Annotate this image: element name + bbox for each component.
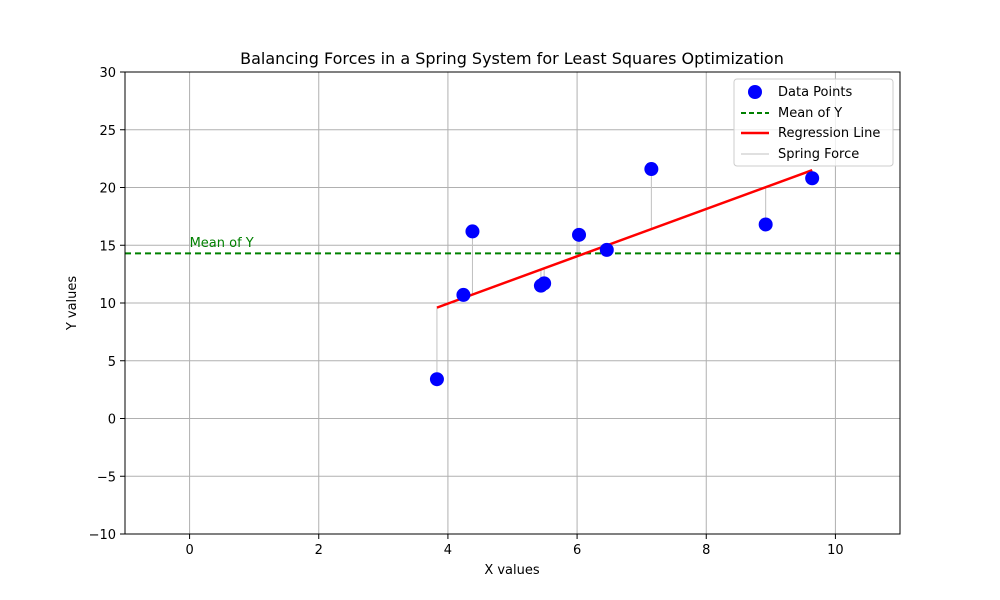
data-point — [644, 162, 659, 177]
regression-line-layer — [436, 169, 813, 309]
legend-marker-data-points — [748, 85, 762, 99]
regression-line — [436, 169, 813, 309]
y-axis-label: Y values — [65, 276, 80, 332]
y-tick-label: 0 — [108, 413, 116, 428]
x-tick-label: 10 — [827, 543, 844, 558]
data-point — [465, 224, 480, 239]
y-tick-label: 30 — [99, 66, 116, 81]
y-tick-label: 15 — [99, 239, 116, 254]
chart-title: Balancing Forces in a Spring System for … — [240, 49, 784, 68]
legend-label-data-points: Data Points — [778, 85, 852, 100]
y-tick-label: 10 — [99, 297, 116, 312]
data-point — [572, 227, 587, 242]
x-tick-label: 2 — [315, 543, 323, 558]
legend-frame — [733, 78, 894, 167]
data-point — [456, 287, 471, 302]
x-tick-label: 8 — [702, 543, 710, 558]
y-tick-label: 20 — [99, 182, 116, 197]
legend-label-spring: Spring Force — [778, 147, 859, 162]
y-tick-label: −10 — [89, 528, 116, 543]
x-tick-label: 6 — [573, 543, 581, 558]
data-points — [429, 162, 820, 387]
data-point — [429, 372, 444, 387]
axis-ticks: 0 2 4 6 8 10 −10 −5 0 5 10 15 20 25 30 — [89, 66, 844, 558]
x-tick-label: 0 — [185, 543, 193, 558]
y-tick-label: 25 — [99, 124, 116, 139]
legend-label-mean: Mean of Y — [778, 106, 842, 121]
y-tick-label: 5 — [108, 355, 116, 370]
data-point — [599, 242, 614, 257]
data-point — [805, 171, 820, 186]
data-point — [758, 217, 773, 232]
spring-force-segments — [436, 169, 813, 380]
x-axis-label: X values — [484, 563, 540, 578]
mean-annotation: Mean of Y — [190, 236, 254, 251]
data-point — [537, 276, 552, 291]
legend-label-regression: Regression Line — [778, 126, 880, 141]
x-tick-label: 4 — [444, 543, 452, 558]
y-tick-label: −5 — [97, 470, 116, 485]
legend: Data Points Mean of Y Regression Line Sp… — [733, 78, 894, 167]
